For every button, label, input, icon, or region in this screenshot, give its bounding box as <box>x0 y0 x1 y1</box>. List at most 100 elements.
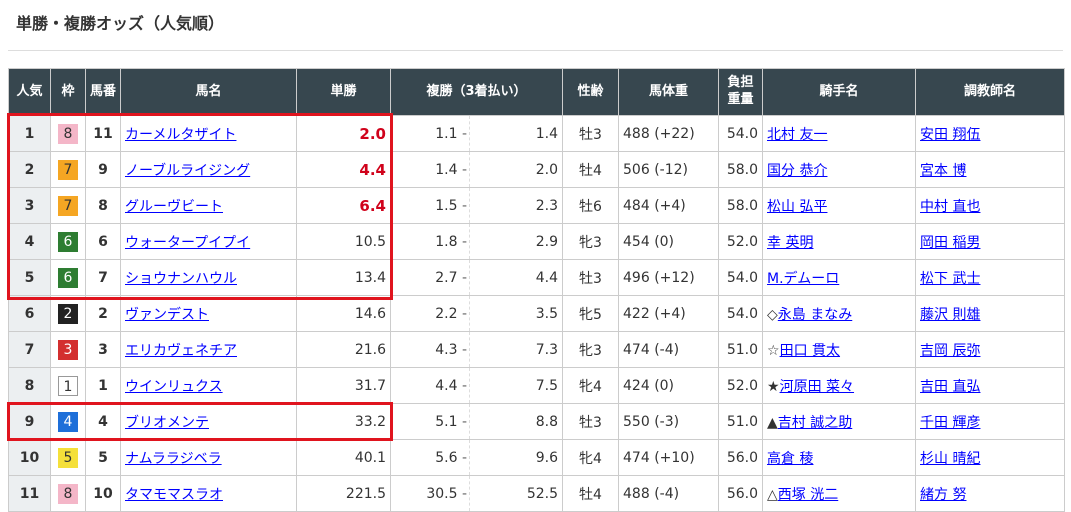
horse-name-link[interactable]: ナムララジベラ <box>125 450 222 467</box>
jockey-link[interactable]: 西塚 洸二 <box>777 486 839 503</box>
load-weight: 56.0 <box>718 475 764 512</box>
jockey-link[interactable]: 河原田 菜々 <box>779 378 855 395</box>
horse-name-cell: タマモマスラオ <box>120 475 297 512</box>
popularity: 7 <box>8 331 51 368</box>
jockey-link[interactable]: 幸 英明 <box>767 234 814 251</box>
horse-name-link[interactable]: カーメルタザイト <box>125 126 237 143</box>
horse-weight: 474 (+10) <box>618 439 720 476</box>
jockey-link[interactable]: 田口 貫太 <box>779 342 841 359</box>
sex-age: 牡4 <box>562 151 620 188</box>
win-odds: 40.1 <box>296 439 391 476</box>
horse-name-cell: エリカヴェネチア <box>120 331 297 368</box>
horse-number: 2 <box>85 295 121 332</box>
sex-age: 牡3 <box>562 259 620 296</box>
load-weight: 52.0 <box>718 367 764 404</box>
trainer-link[interactable]: 千田 輝彦 <box>920 414 981 431</box>
trainer-link[interactable]: 吉田 直弘 <box>920 378 981 395</box>
jockey-link[interactable]: 吉村 誠之助 <box>777 414 853 431</box>
jockey-cell: ☆田口 貫太 <box>762 331 917 368</box>
jockey-cell: ▲吉村 誠之助 <box>762 403 917 440</box>
trainer-link[interactable]: 藤沢 則雄 <box>920 306 981 323</box>
load-weight: 54.0 <box>718 259 764 296</box>
trainer-link[interactable]: 岡田 稲男 <box>920 234 981 251</box>
table-row: 7 3 3 エリカヴェネチア 21.6 4.3 -7.3 牝3 474 (-4) 51.0 ☆田口… <box>8 331 1066 368</box>
horse-number: 5 <box>85 439 121 476</box>
trainer-cell: 宮本 博 <box>915 151 1066 188</box>
table-row: 3 7 8 グルーヴビート 6.4 1.5 -2.3 牡6 484 (+4) 58.0 松山 弘平… <box>8 187 1066 224</box>
sex-age: 牝5 <box>562 295 620 332</box>
place-odds-min: 5.1 - <box>390 403 470 440</box>
horse-name-link[interactable]: エリカヴェネチア <box>125 342 237 359</box>
popularity: 2 <box>8 151 51 188</box>
waku-badge: 7 <box>58 195 78 216</box>
trainer-link[interactable]: 中村 直也 <box>920 198 981 215</box>
jockey-cell: 国分 恭介 <box>762 151 917 188</box>
horse-name-link[interactable]: ヴァンデスト <box>125 306 209 323</box>
table-row: 5 6 7 ショウナンハウル 13.4 2.7 -4.4 牡3 496 (+12) 54.0 M.… <box>8 259 1066 296</box>
horse-name-cell: ウインリュクス <box>120 367 297 404</box>
horse-name-link[interactable]: ブリオメンテ <box>125 414 209 431</box>
win-odds: 221.5 <box>296 475 391 512</box>
table-row: 11 8 10 タマモマスラオ 221.5 30.5 -52.5 牡4 488 (-4) 56.… <box>8 475 1066 512</box>
trainer-link[interactable]: 安田 翔伍 <box>920 126 981 143</box>
horse-number: 1 <box>85 367 121 404</box>
jockey-link[interactable]: 松山 弘平 <box>767 198 828 215</box>
waku-badge: 6 <box>58 267 78 288</box>
jockey-link[interactable]: 北村 友一 <box>767 126 828 143</box>
horse-number: 3 <box>85 331 121 368</box>
waku-cell: 7 <box>50 187 86 224</box>
waku-badge: 5 <box>58 447 78 468</box>
trainer-cell: 千田 輝彦 <box>915 403 1066 440</box>
horse-number: 10 <box>85 475 121 512</box>
horse-name-link[interactable]: ウインリュクス <box>125 378 223 395</box>
jockey-link[interactable]: M.デムーロ <box>767 270 840 287</box>
horse-name-link[interactable]: ショウナンハウル <box>125 270 237 287</box>
header-waku: 枠 <box>50 68 86 116</box>
horse-name-link[interactable]: ウォータープイプイ <box>125 234 251 251</box>
popularity: 10 <box>8 439 51 476</box>
place-odds-max: 7.5 <box>469 367 564 404</box>
table-row: 1 8 11 カーメルタザイト 2.0 1.1 -1.4 牡3 488 (+22) 54.0 北村… <box>8 115 1066 152</box>
horse-name-link[interactable]: グルーヴビート <box>125 198 223 215</box>
horse-name-link[interactable]: ノーブルライジング <box>125 162 251 179</box>
trainer-link[interactable]: 松下 武士 <box>920 270 981 287</box>
jockey-link[interactable]: 永島 まなみ <box>777 306 853 323</box>
header-win: 単勝 <box>296 68 391 116</box>
table-row: 6 2 2 ヴァンデスト 14.6 2.2 -3.5 牝5 422 (+4) 54.0 ◇永島 ま… <box>8 295 1066 332</box>
header-place: 複勝（3着払い） <box>389 68 564 116</box>
header-weight: 馬体重 <box>618 68 720 116</box>
jockey-cell: 幸 英明 <box>762 223 917 260</box>
waku-badge: 4 <box>58 411 78 432</box>
place-odds-min: 4.3 - <box>390 331 470 368</box>
header-trainer: 調教師名 <box>915 68 1066 116</box>
trainer-link[interactable]: 宮本 博 <box>920 162 967 179</box>
win-odds: 10.5 <box>296 223 391 260</box>
horse-name-cell: ウォータープイプイ <box>120 223 297 260</box>
win-odds: 21.6 <box>296 331 391 368</box>
trainer-cell: 岡田 稲男 <box>915 223 1066 260</box>
horse-weight: 484 (+4) <box>618 187 720 224</box>
header-jockey: 騎手名 <box>762 68 917 116</box>
place-odds-min: 2.7 - <box>390 259 470 296</box>
win-odds: 13.4 <box>296 259 391 296</box>
horse-number: 8 <box>85 187 121 224</box>
trainer-link[interactable]: 緒方 努 <box>920 486 967 503</box>
header-horse-name: 馬名 <box>120 68 297 116</box>
trainer-link[interactable]: 吉岡 辰弥 <box>920 342 981 359</box>
win-odds: 2.0 <box>296 115 391 152</box>
jockey-cell: 高倉 稜 <box>762 439 917 476</box>
jockey-link[interactable]: 国分 恭介 <box>767 162 828 179</box>
horse-number: 9 <box>85 151 121 188</box>
horse-weight: 454 (0) <box>618 223 720 260</box>
win-odds: 4.4 <box>296 151 391 188</box>
jockey-link[interactable]: 高倉 稜 <box>767 450 814 467</box>
horse-number: 6 <box>85 223 121 260</box>
trainer-cell: 緒方 努 <box>915 475 1066 512</box>
horse-name-link[interactable]: タマモマスラオ <box>125 486 223 503</box>
place-odds-min: 4.4 - <box>390 367 470 404</box>
horse-number: 7 <box>85 259 121 296</box>
place-odds-min: 1.8 - <box>390 223 470 260</box>
horse-weight: 424 (0) <box>618 367 720 404</box>
load-weight: 52.0 <box>718 223 764 260</box>
trainer-link[interactable]: 杉山 晴紀 <box>920 450 981 467</box>
